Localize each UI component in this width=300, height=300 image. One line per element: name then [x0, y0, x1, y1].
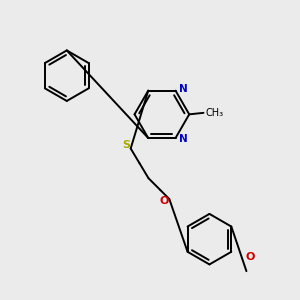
Text: O: O	[245, 252, 254, 262]
Text: CH₃: CH₃	[206, 108, 224, 118]
Text: S: S	[122, 140, 130, 150]
Text: N: N	[179, 85, 188, 94]
Text: O: O	[159, 196, 169, 206]
Text: N: N	[179, 134, 188, 144]
